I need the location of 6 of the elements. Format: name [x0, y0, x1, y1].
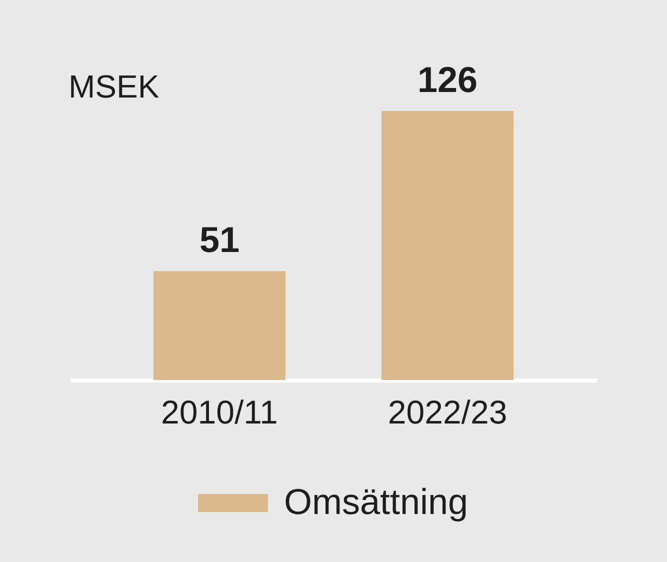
data-label: 126 — [417, 59, 478, 100]
y-axis-title: MSEK — [68, 68, 160, 104]
x-tick-label: 2022/23 — [388, 394, 508, 430]
x-tick-label: 2010/11 — [161, 394, 278, 430]
legend-label: Omsättning — [284, 481, 468, 522]
data-label: 51 — [199, 219, 240, 260]
